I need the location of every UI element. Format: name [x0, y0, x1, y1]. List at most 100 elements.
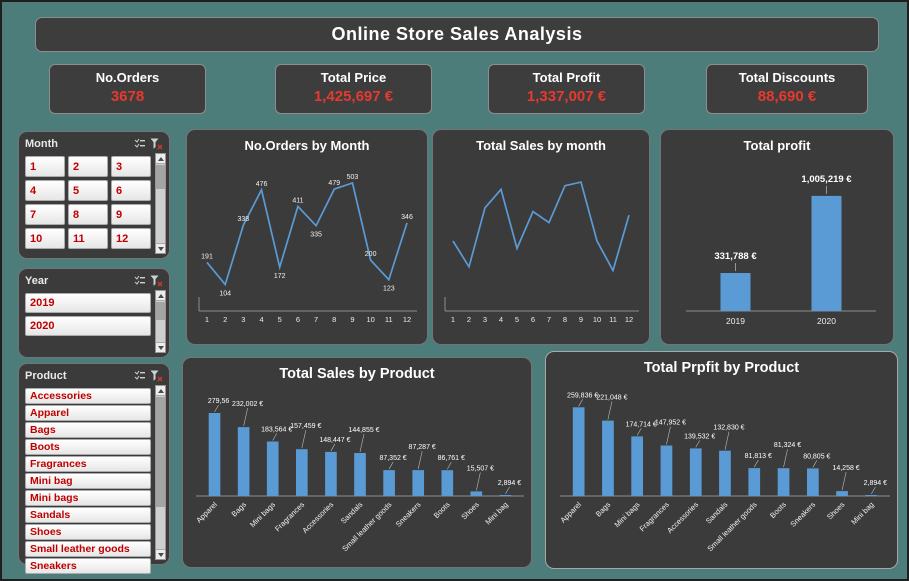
clear-filter-icon[interactable]: [149, 138, 163, 150]
scroll-up-icon[interactable]: [156, 154, 165, 164]
year-slicer-title: Year: [25, 275, 49, 287]
month-item-5[interactable]: 5: [68, 180, 108, 201]
svg-text:2,894 €: 2,894 €: [498, 480, 521, 487]
scroll-up-icon[interactable]: [156, 291, 165, 301]
svg-text:139,532 €: 139,532 €: [684, 433, 715, 440]
product-slicer-items: Accessories Apparel Bags Boots Fragrance…: [25, 388, 151, 574]
chart-title: Total profit: [743, 138, 811, 153]
month-item-10[interactable]: 10: [25, 228, 65, 249]
svg-text:2: 2: [223, 315, 227, 324]
month-item-1[interactable]: 1: [25, 156, 65, 177]
product-item-sneakers[interactable]: Sneakers: [25, 558, 151, 574]
svg-text:8: 8: [563, 315, 567, 324]
scroll-down-icon[interactable]: [156, 243, 165, 253]
month-item-7[interactable]: 7: [25, 204, 65, 225]
clear-filter-icon[interactable]: [149, 275, 163, 287]
product-item-shoes[interactable]: Shoes: [25, 524, 151, 540]
svg-text:1: 1: [205, 315, 209, 324]
svg-text:338: 338: [238, 216, 250, 223]
month-slicer-items: 1 2 3 4 5 6 7 8 9 10 11 12: [25, 156, 151, 249]
scroll-up-icon[interactable]: [156, 386, 165, 396]
chart-title: Total Prpfit by Product: [643, 360, 800, 376]
month-item-4[interactable]: 4: [25, 180, 65, 201]
profit-by-product-chart-panel: Total Prpfit by Product Apparel 259,836 €…: [545, 351, 898, 569]
svg-text:174,714 €: 174,714 €: [625, 421, 656, 428]
sales-by-month-chart-panel: Total Sales by month 1 2 3 4 5 6 7 8 9 10 11 12: [432, 129, 650, 345]
svg-text:14,258 €: 14,258 €: [832, 465, 859, 472]
svg-text:Boots: Boots: [432, 500, 452, 520]
month-item-8[interactable]: 8: [68, 204, 108, 225]
scroll-down-icon[interactable]: [156, 342, 165, 352]
year-item-2019[interactable]: 2019: [25, 293, 151, 313]
svg-text:191: 191: [201, 253, 213, 260]
svg-text:12: 12: [625, 315, 633, 324]
svg-text:3: 3: [483, 315, 487, 324]
product-item-mini-bag[interactable]: Mini bag: [25, 473, 151, 489]
month-item-11[interactable]: 11: [68, 228, 108, 249]
svg-text:9: 9: [350, 315, 354, 324]
svg-text:8: 8: [332, 315, 336, 324]
month-item-9[interactable]: 9: [111, 204, 151, 225]
svg-text:5: 5: [278, 315, 282, 324]
clear-filter-icon[interactable]: [149, 370, 163, 382]
month-slicer: Month 1 2 3 4 5 6 7 8 9 10 11 12: [18, 131, 170, 259]
product-item-accessories[interactable]: Accessories: [25, 388, 151, 404]
svg-text:Accessories: Accessories: [665, 500, 700, 535]
product-item-sandals[interactable]: Sandals: [25, 507, 151, 523]
multi-select-icon[interactable]: [133, 370, 147, 382]
product-item-bags[interactable]: Bags: [25, 422, 151, 438]
svg-text:81,813 €: 81,813 €: [744, 453, 771, 460]
kpi-label: Total Profit: [532, 70, 601, 85]
page-title: Online Store Sales Analysis: [35, 17, 879, 52]
month-item-6[interactable]: 6: [111, 180, 151, 201]
svg-text:9: 9: [579, 315, 583, 324]
svg-text:Sandals: Sandals: [339, 500, 365, 526]
kpi-label: Total Discounts: [738, 70, 836, 85]
svg-text:7: 7: [547, 315, 551, 324]
svg-text:Boots: Boots: [768, 500, 788, 520]
product-slicer-scrollbar[interactable]: [155, 385, 166, 560]
month-item-2[interactable]: 2: [68, 156, 108, 177]
multi-select-icon[interactable]: [133, 138, 147, 150]
svg-text:Mini bags: Mini bags: [248, 500, 277, 529]
month-slicer-scrollbar[interactable]: [155, 153, 166, 254]
svg-text:7: 7: [314, 315, 318, 324]
svg-text:200: 200: [365, 251, 377, 258]
svg-text:144,855 €: 144,855 €: [348, 427, 379, 434]
svg-text:132,830 €: 132,830 €: [713, 425, 744, 432]
svg-text:3: 3: [241, 315, 245, 324]
svg-text:10: 10: [593, 315, 601, 324]
svg-text:Sandals: Sandals: [703, 500, 729, 526]
svg-text:148,447 €: 148,447 €: [319, 437, 350, 444]
svg-text:12: 12: [403, 315, 411, 324]
orders-by-month-chart-panel: No.Orders by Month 1 2 3 4 5 6 7 8 9 10 11 12 191 104…: [186, 129, 428, 345]
product-item-fragrances[interactable]: Fragrances: [25, 456, 151, 472]
svg-text:Small leather goods: Small leather goods: [705, 500, 758, 553]
scrollbar-thumb[interactable]: [156, 302, 165, 320]
product-item-apparel[interactable]: Apparel: [25, 405, 151, 421]
svg-text:6: 6: [531, 315, 535, 324]
year-slicer-scrollbar[interactable]: [155, 290, 166, 353]
svg-text:172: 172: [274, 273, 286, 280]
scrollbar-thumb[interactable]: [156, 165, 165, 189]
year-item-2020[interactable]: 2020: [25, 316, 151, 336]
product-item-mini-bags[interactable]: Mini bags: [25, 490, 151, 506]
product-item-small-leather-goods[interactable]: Small leather goods: [25, 541, 151, 557]
scroll-down-icon[interactable]: [156, 549, 165, 559]
sales-by-month-chart: 1 2 3 4 5 6 7 8 9 10 11 12: [444, 181, 639, 324]
year-slicer: Year 2019 2020: [18, 268, 170, 358]
month-item-3[interactable]: 3: [111, 156, 151, 177]
svg-text:Bags: Bags: [593, 500, 612, 519]
svg-text:Shoes: Shoes: [825, 500, 847, 522]
multi-select-icon[interactable]: [133, 275, 147, 287]
scrollbar-thumb[interactable]: [156, 397, 165, 507]
month-item-12[interactable]: 12: [111, 228, 151, 249]
svg-text:Sneakers: Sneakers: [394, 500, 423, 529]
total-profit-chart-panel: Total profit 2019 331,788 € 2020 1,005,219 …: [660, 129, 894, 345]
svg-text:Mini bags: Mini bags: [612, 500, 641, 529]
product-item-boots[interactable]: Boots: [25, 439, 151, 455]
svg-text:Bags: Bags: [230, 500, 249, 519]
svg-text:503: 503: [347, 174, 359, 181]
kpi-total-price: Total Price 1,425,697 €: [275, 64, 432, 114]
svg-text:87,352 €: 87,352 €: [379, 455, 406, 462]
